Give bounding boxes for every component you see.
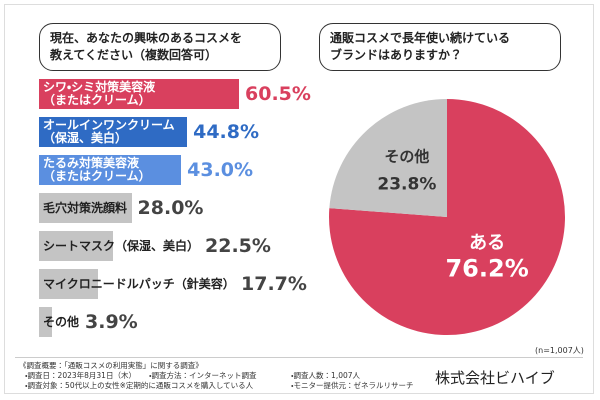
footer-item: ・調査方法：インターネット調査: [149, 371, 257, 380]
bar-label: オールインワンクリーム （保湿、美白）: [43, 118, 175, 145]
slice-label: その他: [384, 148, 429, 166]
value-label: 17.7%: [241, 273, 307, 295]
bar-row: シートマスク（保湿、美白） 22.5%: [39, 231, 299, 261]
bar-label: その他: [43, 314, 80, 329]
bar-row: たるみ対策美容液 （またはクリーム） 43.0%: [39, 155, 299, 185]
card: 現在、あなたの興味のあるコスメを 教えてください（複数回答可） 通販コスメで長年…: [4, 4, 594, 394]
value-label: 28.0%: [137, 197, 204, 219]
value-label: 60.5%: [245, 83, 311, 105]
bar-row: 毛穴対策洗顔料 28.0%: [39, 193, 299, 223]
bar-row: オールインワンクリーム （保湿、美白） 44.8%: [39, 117, 299, 147]
footer: 《調査概要：「通販コスメの利用実態」に関する調査》 ・調査日：2023年8月31…: [19, 361, 414, 390]
footer-item: ・調査日：2023年8月31日（木）: [25, 371, 136, 380]
bar-row: マイクロニードルパッチ（針美容） 17.7%: [39, 269, 307, 299]
value-label: 3.9%: [85, 311, 138, 333]
sample-note: (n=1,007人): [535, 346, 584, 355]
value-label: 44.8%: [193, 121, 260, 143]
bar-label: 毛穴対策洗顔料: [43, 200, 128, 215]
slice-value: 23.8%: [377, 175, 436, 195]
footer-item: ・調査人数：1,007人: [291, 371, 361, 380]
bar-label: たるみ対策美容液 （またはクリーム）: [43, 156, 151, 183]
footer-item: ・モニター提供元：ゼネラルリサーチ: [291, 381, 414, 390]
company: 株式会社ビハイブ: [435, 369, 555, 387]
bar: [39, 307, 52, 337]
bar: [39, 269, 98, 299]
bar-label: マイクロニードルパッチ（針美容）: [43, 276, 235, 291]
bar: [39, 117, 188, 147]
pie-slice: [329, 99, 565, 336]
pie-slice: [329, 99, 447, 217]
slice-value: 76.2%: [445, 254, 528, 282]
footer-heading: 《調査概要：「通販コスメの利用実態」に関する調査》: [19, 361, 203, 370]
value-label: 22.5%: [205, 235, 271, 257]
footer-item: ・調査対象：50代以上の女性※定期的に通販コスメを購入している人: [25, 381, 254, 390]
divider: [15, 357, 583, 358]
bar-row: その他 3.9%: [39, 307, 299, 337]
value-label: 43.0%: [187, 159, 254, 181]
question-bubble: 現在、あなたの興味のあるコスメを 教えてください（複数回答可）: [39, 23, 281, 71]
bar: [39, 231, 114, 261]
bar: [39, 193, 132, 223]
bar: [39, 155, 182, 185]
slice-label: ある: [469, 232, 505, 253]
bar-row: シワ・シミ対策美容液 （またはクリーム） 60.5%: [39, 79, 311, 109]
bar-label: シワ・シミ対策美容液 （またはクリーム）: [43, 80, 156, 107]
bar-label: シートマスク（保湿、美白）: [43, 238, 200, 253]
question-bubble: 通販コスメで長年使い続けている ブランドはありますか？: [319, 23, 561, 71]
bar: [39, 79, 239, 109]
